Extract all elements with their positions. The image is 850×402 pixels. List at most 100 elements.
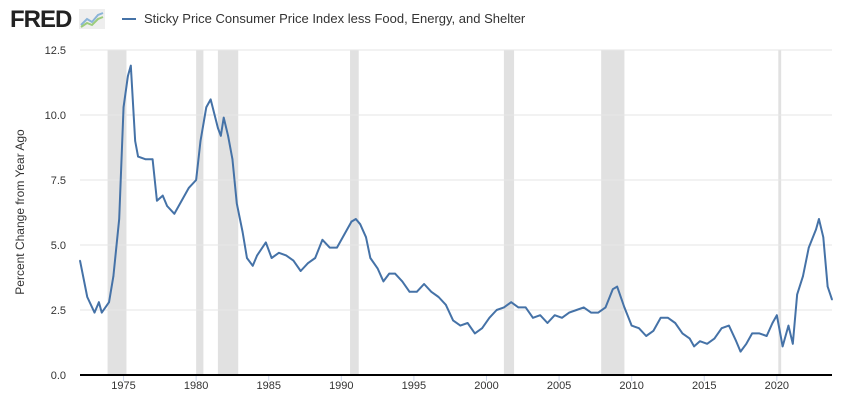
x-tick-label: 1985 [256,380,280,392]
data-point [466,322,469,324]
data-point [137,155,139,158]
data-point [674,322,677,324]
data-point [188,187,190,189]
data-point [343,233,346,236]
data-point [430,291,433,293]
data-point [328,246,331,249]
recession-band [350,50,359,375]
data-point [220,135,222,137]
data-point [299,270,302,272]
data-point [321,239,324,241]
data-point [720,327,723,330]
data-point [452,319,454,322]
data-point [667,317,669,319]
data-point [79,259,81,262]
x-tick-label: 1975 [111,380,135,392]
recession-band [601,50,625,375]
data-point [524,306,527,309]
data-point [195,179,197,181]
data-point [166,205,168,207]
data-point [706,343,708,345]
recession-band [107,50,127,375]
data-point [307,262,309,265]
data-point [604,306,607,309]
data-point [285,254,287,257]
data-point [776,314,778,317]
data-point [445,304,447,306]
data-point [156,200,158,202]
y-tick-label: 10.0 [45,110,66,122]
data-point [180,200,183,202]
legend: Sticky Price Consumer Price Index less F… [122,11,525,26]
data-point [638,327,640,330]
data-point [359,223,361,225]
data-point [122,106,125,108]
data-point [532,317,534,319]
data-point [382,280,385,283]
recession-band [503,50,515,375]
data-point [745,343,748,345]
data-point [495,309,498,311]
data-point [314,257,316,259]
data-point [388,272,391,275]
data-point [510,301,512,304]
data-point [408,291,411,293]
x-tick-label: 2000 [474,380,498,392]
data-point [561,317,563,319]
data-point [787,324,790,327]
data-point [134,140,136,142]
data-point [713,337,716,340]
data-point [517,306,520,309]
data-point [127,75,129,77]
recession-band [778,50,782,375]
data-point [765,335,768,337]
data-point [365,236,367,238]
data-point [241,231,244,233]
data-point [222,116,225,119]
data-point [86,296,89,298]
data-point [822,236,825,238]
data-point [758,332,761,335]
data-point [693,345,695,348]
data-point [630,324,633,327]
data-point [98,301,100,304]
data-point [265,241,267,244]
data-point [826,285,829,288]
data-point [568,311,571,314]
data-point [376,267,379,270]
chart-header: FRED Sticky Price Consumer Price Index l… [0,0,850,36]
fred-logo[interactable]: FRED [10,6,106,34]
data-point [807,246,810,249]
data-point [235,202,238,205]
data-point [623,306,626,309]
data-point [699,340,701,343]
data-point [336,246,338,249]
data-point [831,298,833,301]
data-point [401,280,404,283]
y-axis-label: Percent Change from Year Ago [13,129,27,295]
x-tick-label: 2010 [619,380,643,392]
data-point [796,293,798,296]
x-tick-label: 2020 [765,380,789,392]
legend-swatch [122,17,136,20]
data-point [437,296,440,298]
data-point [735,340,737,343]
chart-line-icon [79,9,106,29]
y-tick-label: 0.0 [51,370,66,382]
legend-label: Sticky Price Consumer Price Index less F… [144,11,526,26]
data-point [616,285,618,288]
data-point [205,106,208,108]
data-point [423,283,425,285]
data-point [503,306,505,309]
data-point [231,158,234,160]
data-point [161,194,164,197]
data-point [728,324,730,327]
data-point [792,343,794,345]
x-tick-label: 1995 [402,380,426,392]
data-point [751,332,753,335]
y-tick-label: 2.5 [51,305,66,317]
data-point [481,327,483,330]
data-point [227,135,229,137]
x-tick-label: 2005 [547,380,571,392]
data-point [688,337,691,340]
